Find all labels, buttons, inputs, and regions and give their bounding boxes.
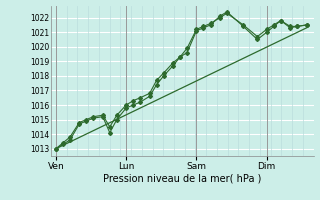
X-axis label: Pression niveau de la mer( hPa ): Pression niveau de la mer( hPa ) bbox=[103, 173, 261, 183]
